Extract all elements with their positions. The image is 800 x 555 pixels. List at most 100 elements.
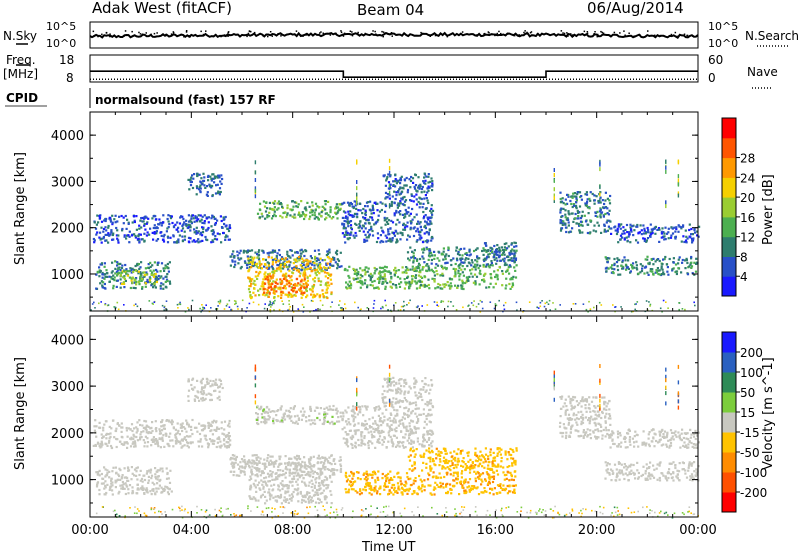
noise-cell [226,305,228,307]
heatmap-cell [645,258,647,260]
noise-point [224,34,226,36]
heatmap-cell [582,225,584,227]
heatmap-cell [516,250,518,252]
heatmap-cell [274,285,276,287]
heatmap-cell [326,479,328,481]
heatmap-cell [163,270,165,272]
noise-cell [660,308,662,310]
noise-cell [288,300,290,302]
heatmap-cell [272,410,274,412]
heatmap-cell [273,484,275,486]
noise-cell [322,304,324,306]
noise-cell [665,301,667,303]
heatmap-cell [276,420,278,422]
heatmap-cell [430,177,432,179]
heatmap-cell [388,181,390,183]
heatmap-cell [330,470,332,472]
noise-point [375,33,377,35]
noise-cell [234,300,236,302]
heatmap-cell [213,181,215,183]
heatmap-cell [251,249,253,251]
heatmap-cell [143,488,145,490]
heatmap-cell [289,214,291,216]
heatmap-cell [569,200,571,202]
heatmap-cell [275,478,277,480]
heatmap-cell [419,287,421,289]
heatmap-cell [256,419,258,421]
heatmap-cell [110,478,112,480]
heatmap-cell [366,286,368,288]
heatmap-cell [338,260,340,262]
noise-cell [92,303,94,305]
heatmap-cell [285,455,287,457]
noise-cell [180,304,182,306]
heatmap-cell [281,281,283,283]
heatmap-cell [176,221,178,223]
heatmap-cell [161,491,163,493]
heatmap-cell [466,254,468,256]
heatmap-cell [251,462,253,464]
heatmap-cell [424,220,426,222]
heatmap-cell [101,273,103,275]
heatmap-cell [189,435,191,437]
heatmap-cell [114,276,116,278]
heatmap-cell [311,211,313,213]
heatmap-cell [303,287,305,289]
heatmap-cell [255,480,257,482]
heatmap-cell [106,445,108,447]
heatmap-cell [615,229,617,231]
heatmap-cell [339,266,341,268]
noise-cell [403,301,405,303]
heatmap-cell [384,275,386,277]
heatmap-cell [685,240,687,242]
heatmap-cell [229,239,231,241]
heatmap-cell [294,287,296,289]
heatmap-cell [296,459,298,461]
noise-point [697,35,699,37]
heatmap-cell [258,249,260,251]
heatmap-cell [609,195,611,197]
heatmap-cell [297,492,299,494]
noise-point [628,33,630,35]
heatmap-cell [120,275,122,277]
streak-cell [255,194,256,198]
heatmap-cell [410,222,412,224]
heatmap-cell [460,248,462,250]
heatmap-cell [431,180,433,182]
heatmap-cell [389,175,391,177]
heatmap-cell [410,227,412,229]
heatmap-cell [360,287,362,289]
heatmap-cell [180,215,182,217]
heatmap-cell [388,219,390,221]
heatmap-cell [268,268,270,270]
heatmap-cell [181,427,183,429]
heatmap-cell [264,496,266,498]
heatmap-cell [121,283,123,285]
heatmap-cell [108,471,110,473]
heatmap-cell [146,445,148,447]
heatmap-cell [347,283,349,285]
noise-cell [118,309,120,311]
heatmap-cell [212,233,214,235]
heatmap-cell [670,235,672,237]
heatmap-cell [330,274,332,276]
heatmap-cell [144,274,146,276]
heatmap-cell [355,208,357,210]
heatmap-cell [431,182,433,184]
heatmap-cell [511,253,513,255]
noise-point [497,33,499,35]
heatmap-cell [101,262,103,264]
heatmap-cell [504,262,506,264]
heatmap-cell [249,280,251,282]
streak-cell [554,173,555,177]
heatmap-cell [291,200,293,202]
heatmap-cell [673,262,675,264]
heatmap-cell [513,256,515,258]
heatmap-cell [221,220,223,222]
heatmap-cell [314,256,316,258]
heatmap-cell [390,281,392,283]
heatmap-cell [412,275,414,277]
heatmap-cell [430,185,432,187]
heatmap-cell [102,478,104,480]
heatmap-cell [280,294,282,296]
